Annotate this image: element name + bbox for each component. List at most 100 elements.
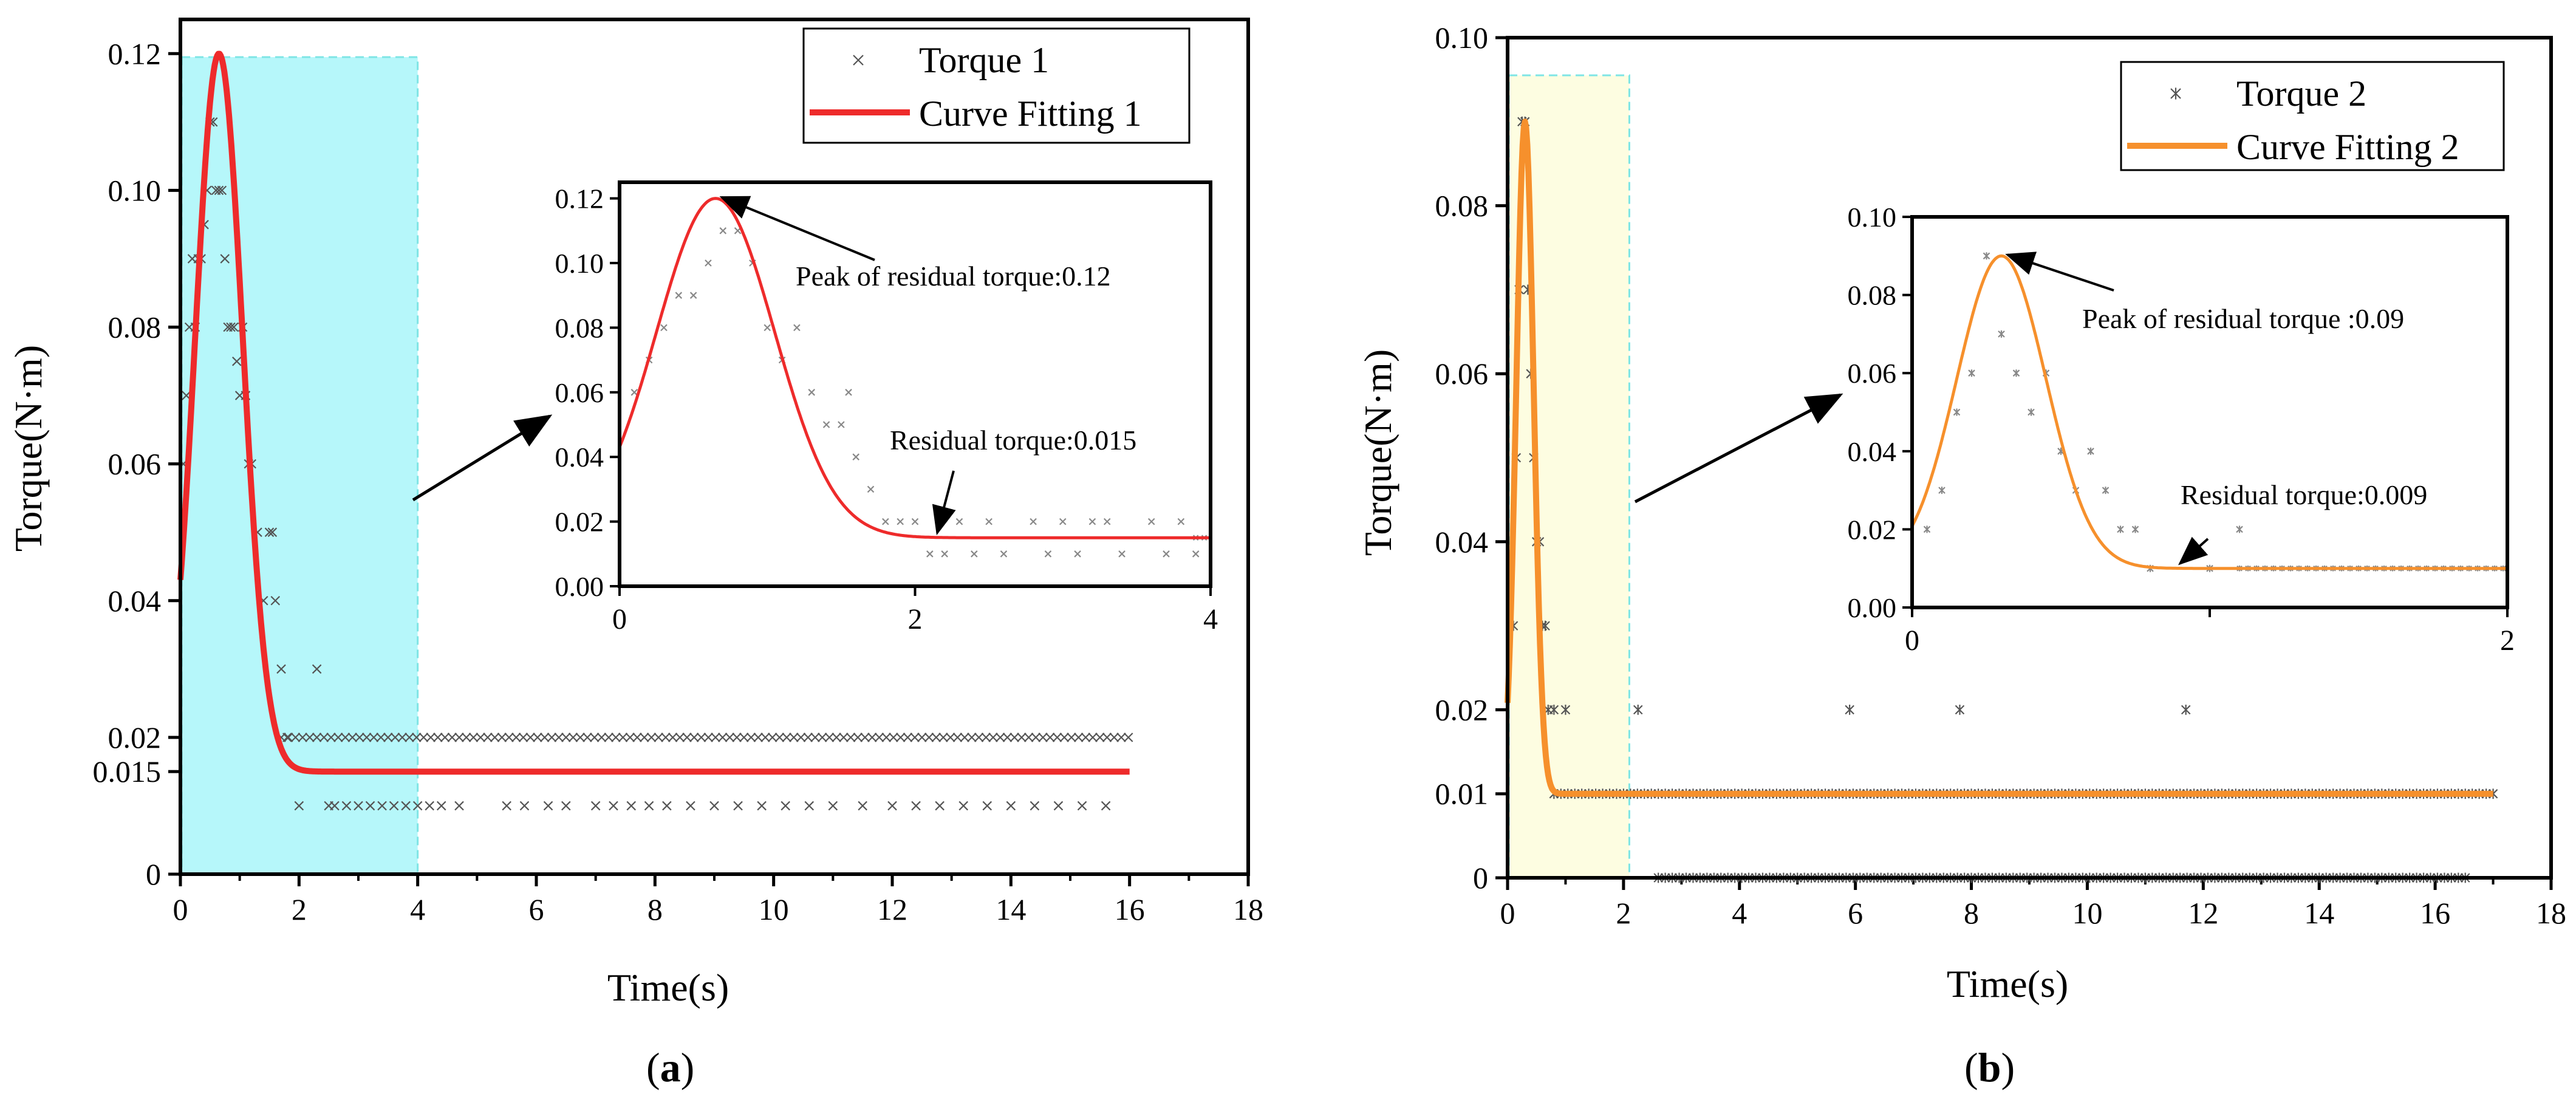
data-point [376,733,386,742]
data-point [839,733,849,742]
legend-label-data: Torque 2 [2236,74,2366,114]
inset-data-point [882,518,889,525]
data-point [881,733,892,742]
data-point [1031,733,1041,742]
y-tick-label: 0.08 [108,310,162,344]
data-point [355,733,364,742]
data-point [846,733,856,742]
inset-data-point [793,324,801,332]
data-point [853,733,863,742]
inset-y-tick-label: 0.02 [1848,514,1897,545]
inset-y-tick-label: 0.04 [1848,436,1897,467]
annotation-arrow [719,196,875,261]
data-point [995,733,1005,742]
y-tick-label: 0.08 [1435,189,1489,223]
data-point [662,801,672,811]
legend-label-fit: Curve Fitting 2 [2236,127,2459,167]
caption-close: ) [681,1044,695,1090]
data-point [668,733,678,742]
data-point [686,801,695,811]
data-point [1095,733,1105,742]
data-point [1045,733,1055,742]
data-point [377,801,387,811]
data-point [283,733,293,742]
data-point [294,801,304,811]
data-point [504,733,514,742]
data-point [1053,801,1064,811]
data-point [1102,733,1112,742]
data-point [497,733,507,742]
data-point [903,733,913,742]
inset-data-point [985,518,992,525]
panel-caption: (b) [1964,1044,2015,1090]
inset-data-point [705,259,712,267]
fit-curve [1505,118,2495,797]
data-point [1052,733,1062,742]
data-point [340,733,350,742]
inset-data-point [1059,518,1067,525]
inset-data-point [971,550,978,558]
data-point [938,733,948,742]
inset-data-point [897,518,904,525]
data-point [760,733,770,742]
annotation-text: Residual torque:0.009 [2181,479,2427,510]
data-point [561,733,571,742]
data-point [782,733,791,742]
y-axis-label: Torque(N·m) [1356,349,1399,556]
data-point [924,733,934,742]
data-point [774,733,785,742]
data-point [468,733,479,742]
annotation-arrow [2178,536,2209,566]
inset-data-point [2131,525,2139,533]
x-tick-label: 4 [410,892,425,926]
data-point [596,733,607,742]
inset-data-point [1953,408,1961,416]
data-point [412,801,423,811]
data-point [543,801,553,811]
inset-data-point [1147,518,1155,525]
inset-data-point [2102,487,2110,494]
inset-chart: 0 2 0.00 0.02 0.04 0.06 0.08 0.10 Peak of residu… [1848,202,2515,657]
panel-b: 0 2 4 6 8 10 12 14 16 18 0 0.01 0.02 0.04 0.06 0.08 0.10… [1356,21,2566,1090]
data-point [858,801,867,811]
inset-data-point [926,550,934,558]
data-point [290,733,301,742]
data-point [454,801,464,811]
data-point [867,733,877,742]
x-axis-label: Time(s) [1947,962,2068,1005]
inset-data-point [2028,408,2035,416]
y-tick-label: 0.06 [108,447,162,481]
caption-close: ) [2001,1044,2015,1090]
inset-data-point [1177,518,1185,525]
data-point [611,733,621,742]
data-point [539,733,550,742]
data-point [365,801,375,811]
data-point [326,733,336,742]
data-point [341,801,352,811]
legend-marker [2170,87,2181,100]
inset-y-tick-label: 0.10 [1848,202,1897,233]
data-point [675,733,685,742]
data-point [982,801,992,811]
data-point [661,733,671,742]
markers [179,117,1133,811]
data-point [732,733,742,742]
inset-data-point [1938,487,1946,494]
inset-data-point [1044,550,1052,558]
data-point [1067,733,1076,742]
data-point [689,733,699,742]
data-point [502,801,511,811]
data-point [1059,733,1070,742]
data-point [860,733,870,742]
data-point [319,733,329,742]
y-tick-label: 0.06 [1435,357,1489,391]
inset-y-tick-label: 0.04 [555,442,604,473]
data-point [709,801,719,811]
data-point [696,733,706,742]
data-point [226,322,236,332]
highlight-region [180,56,419,875]
caption-open: ( [646,1044,660,1090]
data-point [330,801,340,811]
data-point [276,664,286,674]
